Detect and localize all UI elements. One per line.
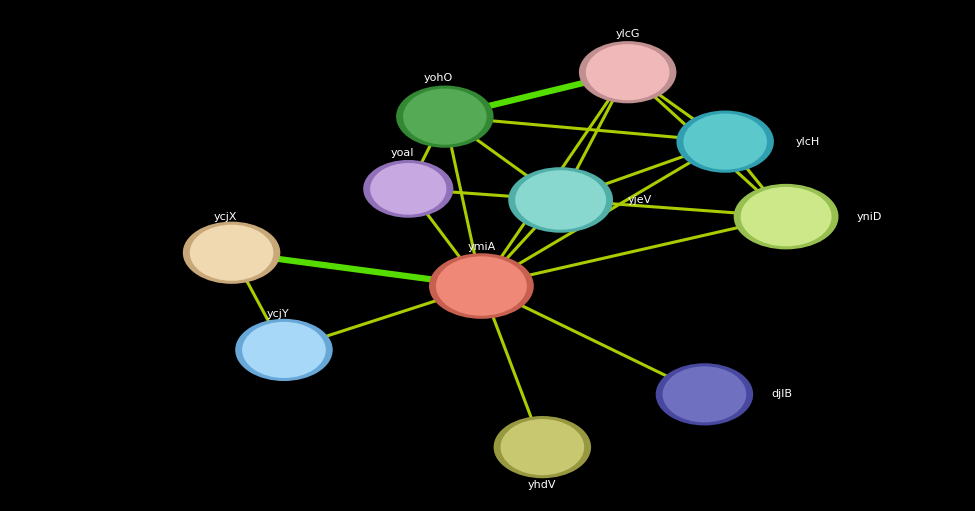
Text: ylcG: ylcG xyxy=(615,29,640,39)
Text: yniD: yniD xyxy=(857,212,882,222)
Ellipse shape xyxy=(242,321,327,379)
Ellipse shape xyxy=(235,319,332,381)
Text: yhdV: yhdV xyxy=(528,480,557,491)
Ellipse shape xyxy=(396,85,493,148)
Ellipse shape xyxy=(662,365,747,423)
Ellipse shape xyxy=(656,363,754,426)
Ellipse shape xyxy=(677,110,774,173)
Ellipse shape xyxy=(508,167,613,233)
Text: ymiA: ymiA xyxy=(467,242,495,251)
Ellipse shape xyxy=(682,113,767,171)
Ellipse shape xyxy=(499,418,585,476)
Text: ycjX: ycjX xyxy=(214,212,237,222)
Ellipse shape xyxy=(579,41,677,103)
Ellipse shape xyxy=(435,256,527,317)
Ellipse shape xyxy=(515,170,607,230)
Ellipse shape xyxy=(740,186,833,247)
Ellipse shape xyxy=(183,222,281,284)
Text: ylcH: ylcH xyxy=(796,136,820,147)
Ellipse shape xyxy=(429,253,534,319)
Ellipse shape xyxy=(189,224,274,282)
Text: yjeV: yjeV xyxy=(628,195,652,205)
Text: ycjY: ycjY xyxy=(266,309,290,319)
Ellipse shape xyxy=(585,43,671,101)
Text: yohO: yohO xyxy=(424,73,453,83)
Ellipse shape xyxy=(363,160,453,218)
Ellipse shape xyxy=(402,88,488,146)
Text: yoaI: yoaI xyxy=(390,148,414,158)
Ellipse shape xyxy=(493,416,591,478)
Ellipse shape xyxy=(370,162,448,216)
Ellipse shape xyxy=(733,184,838,249)
Text: djlB: djlB xyxy=(771,389,793,400)
